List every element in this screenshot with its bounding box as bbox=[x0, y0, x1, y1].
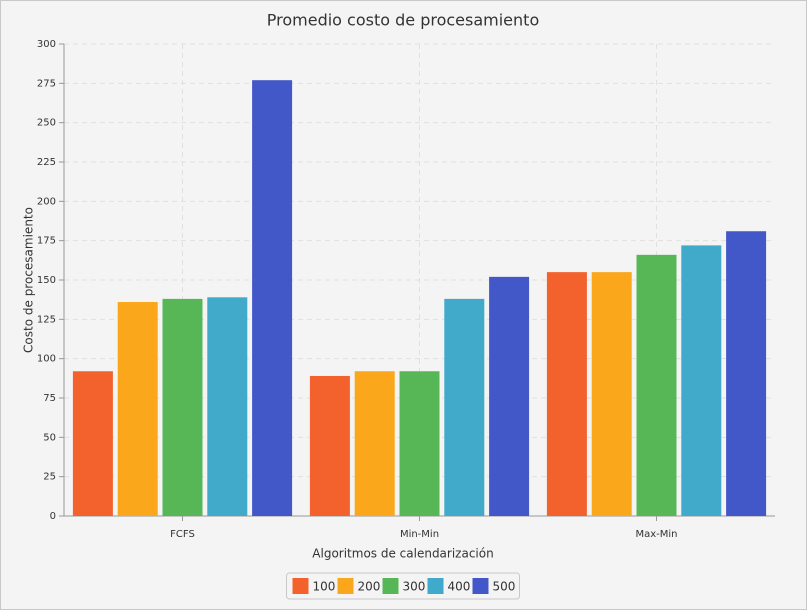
y-tick-label: 0 bbox=[50, 511, 56, 522]
bar bbox=[591, 272, 632, 516]
bar bbox=[309, 375, 350, 516]
legend-swatch bbox=[337, 578, 354, 594]
legend-label: 200 bbox=[358, 580, 381, 594]
bar bbox=[546, 272, 587, 516]
bar bbox=[399, 371, 440, 516]
y-tick-label: 275 bbox=[37, 78, 56, 89]
bar bbox=[681, 245, 722, 517]
y-tick-label: 175 bbox=[37, 236, 56, 247]
y-tick-label: 75 bbox=[43, 393, 56, 404]
bar bbox=[636, 254, 677, 516]
y-tick-label: 200 bbox=[37, 196, 56, 207]
legend-label: 300 bbox=[403, 580, 426, 594]
y-axis-title: Costo de procesamiento bbox=[22, 207, 36, 353]
y-tick-label: 50 bbox=[43, 432, 56, 443]
y-tick-label: 25 bbox=[43, 472, 56, 483]
bar bbox=[207, 297, 248, 516]
bar bbox=[252, 80, 293, 516]
bar bbox=[726, 231, 767, 516]
chart-title: Promedio costo de procesamiento bbox=[267, 11, 539, 30]
x-tick-label: Max-Min bbox=[635, 529, 677, 540]
legend-label: 400 bbox=[448, 580, 471, 594]
bar bbox=[72, 371, 113, 516]
x-tick-label: Min-Min bbox=[400, 529, 439, 540]
legend-swatch bbox=[382, 578, 399, 594]
legend-swatch bbox=[292, 578, 309, 594]
bar bbox=[162, 298, 203, 516]
legend-label: 100 bbox=[313, 580, 336, 594]
bar bbox=[444, 298, 485, 516]
legend-swatch bbox=[472, 578, 489, 594]
x-axis-title: Algoritmos de calendarización bbox=[312, 547, 493, 561]
y-tick-label: 225 bbox=[37, 157, 56, 168]
legend-label: 500 bbox=[493, 580, 516, 594]
y-tick-label: 250 bbox=[37, 118, 56, 129]
y-tick-label: 100 bbox=[37, 354, 56, 365]
legend-swatch bbox=[427, 578, 444, 594]
bar bbox=[354, 371, 395, 516]
bar bbox=[117, 302, 158, 516]
bar bbox=[489, 276, 530, 516]
y-tick-label: 150 bbox=[37, 275, 56, 286]
y-tick-label: 300 bbox=[37, 39, 56, 50]
x-tick-label: FCFS bbox=[170, 529, 195, 540]
y-tick-label: 125 bbox=[37, 314, 56, 325]
